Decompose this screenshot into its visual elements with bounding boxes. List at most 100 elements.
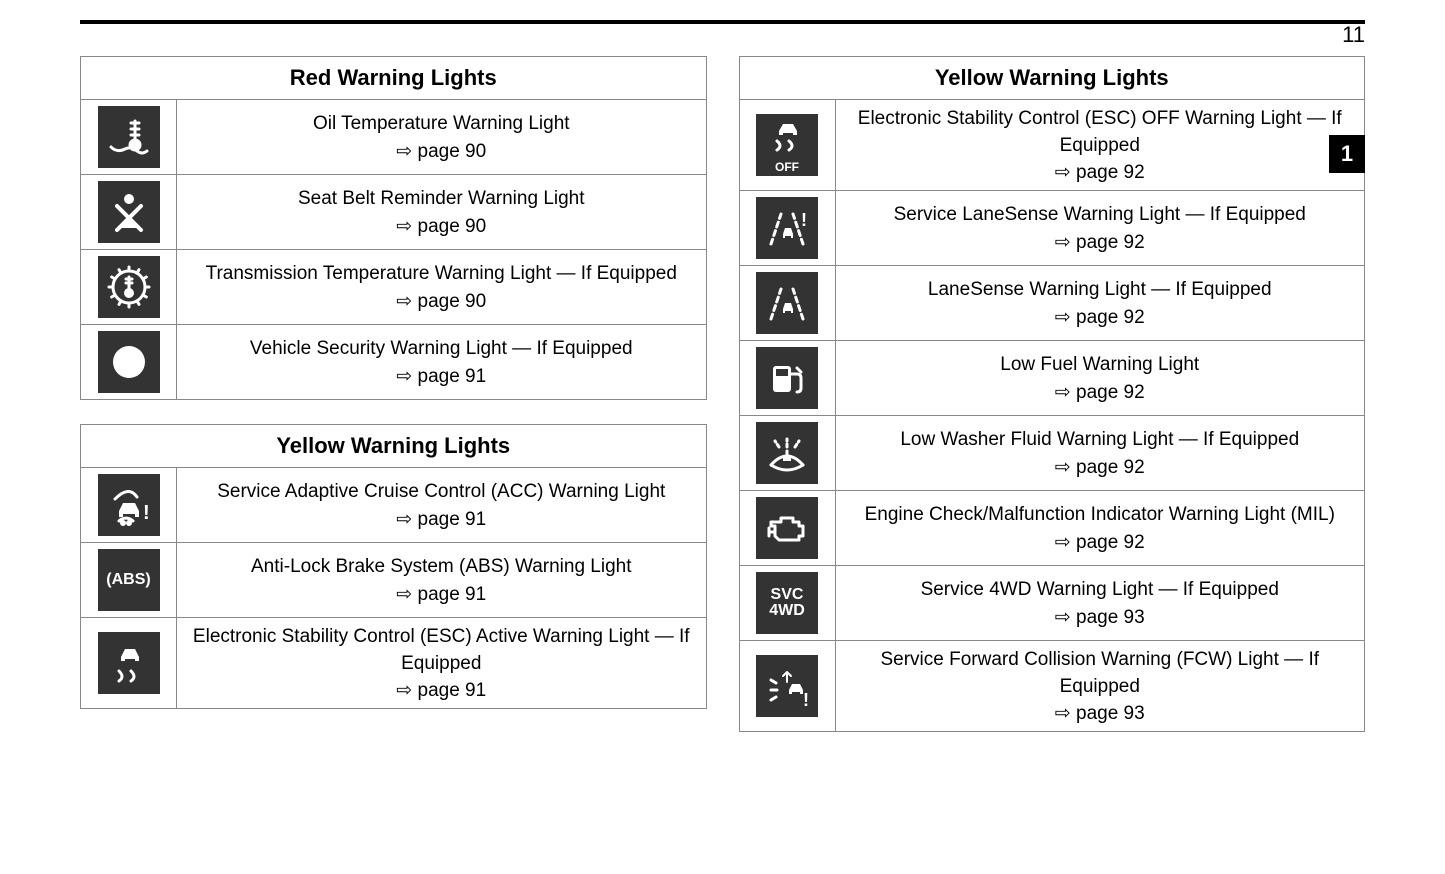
chapter-tab: 1: [1329, 135, 1365, 173]
icon-cell: [739, 266, 835, 341]
esc-active-icon: [98, 632, 160, 694]
svc-4wd-icon: SVC 4WD: [756, 572, 818, 634]
page-reference: page 93: [846, 606, 1355, 629]
page-reference: page 91: [187, 679, 696, 702]
svc-4wd-icon-label: SVC 4WD: [769, 587, 805, 619]
icon-cell: [81, 325, 177, 400]
left-column: Red Warning LightsOil Temperature Warnin…: [80, 56, 707, 732]
description-cell: Anti-Lock Brake System (ABS) Warning Lig…: [177, 543, 707, 618]
table-row: SVC 4WD Service 4WD Warning Light — If Eq…: [739, 566, 1365, 641]
page-reference: page 92: [846, 531, 1355, 554]
warning-description: Oil Temperature Warning Light: [187, 111, 696, 138]
page-reference: page 90: [187, 290, 696, 313]
icon-cell: [739, 341, 835, 416]
svg-text:!: !: [801, 210, 807, 230]
oil-temp-icon: [98, 106, 160, 168]
warning-description: Transmission Temperature Warning Light —…: [187, 261, 696, 288]
page-top-rule: [80, 20, 1365, 24]
seat-belt-icon: [98, 181, 160, 243]
warning-description: Service Forward Collision Warning (FCW) …: [846, 647, 1355, 700]
description-cell: Transmission Temperature Warning Light —…: [177, 250, 707, 325]
security-icon: [98, 331, 160, 393]
acc-service-icon: !: [98, 474, 160, 536]
warning-description: LaneSense Warning Light — If Equipped: [846, 277, 1355, 304]
icon-cell: [81, 175, 177, 250]
warning-description: Anti-Lock Brake System (ABS) Warning Lig…: [187, 554, 696, 581]
red-header: Red Warning Lights: [81, 57, 707, 100]
table-row: ! Service Forward Collision Warning (FCW)…: [739, 641, 1365, 732]
table-row: ! Service Adaptive Cruise Control (ACC) W…: [81, 468, 707, 543]
warning-description: Electronic Stability Control (ESC) Activ…: [187, 624, 696, 677]
page-reference: page 91: [187, 365, 696, 388]
table-row: Vehicle Security Warning Light — If Equi…: [81, 325, 707, 400]
svg-text:!: !: [143, 502, 150, 524]
right-column: Yellow Warning Lights OFF Electronic Stabi…: [739, 56, 1366, 732]
icon-cell: [81, 618, 177, 709]
page-reference: page 92: [846, 456, 1355, 479]
abs-icon-label: (ABS): [106, 572, 150, 588]
icon-cell: !: [81, 468, 177, 543]
warning-description: Service 4WD Warning Light — If Equipped: [846, 577, 1355, 604]
page-reference: page 92: [846, 231, 1355, 254]
description-cell: Vehicle Security Warning Light — If Equi…: [177, 325, 707, 400]
page-reference: page 91: [187, 508, 696, 531]
table-row: Low Fuel Warning Lightpage 92: [739, 341, 1365, 416]
page-reference: page 91: [187, 583, 696, 606]
table-row: Seat Belt Reminder Warning Lightpage 90: [81, 175, 707, 250]
description-cell: Service 4WD Warning Light — If Equippedp…: [835, 566, 1365, 641]
lanesense-icon: [756, 272, 818, 334]
icon-cell: OFF: [739, 100, 835, 191]
check-engine-icon: [756, 497, 818, 559]
page-content: Red Warning LightsOil Temperature Warnin…: [80, 56, 1365, 732]
table-row: Oil Temperature Warning Lightpage 90: [81, 100, 707, 175]
table-row: Transmission Temperature Warning Light —…: [81, 250, 707, 325]
icon-cell: [81, 250, 177, 325]
description-cell: Oil Temperature Warning Lightpage 90: [177, 100, 707, 175]
description-cell: Low Fuel Warning Lightpage 92: [835, 341, 1365, 416]
washer-fluid-icon: [756, 422, 818, 484]
description-cell: Service LaneSense Warning Light — If Equ…: [835, 191, 1365, 266]
fcw-service-icon: !: [756, 655, 818, 717]
icon-cell: [739, 491, 835, 566]
description-cell: Engine Check/Malfunction Indicator Warni…: [835, 491, 1365, 566]
abs-icon: (ABS): [98, 549, 160, 611]
page-reference: page 90: [187, 215, 696, 238]
table-row: Low Washer Fluid Warning Light — If Equi…: [739, 416, 1365, 491]
table-row: Electronic Stability Control (ESC) Activ…: [81, 618, 707, 709]
warning-description: Seat Belt Reminder Warning Light: [187, 186, 696, 213]
icon-cell: (ABS): [81, 543, 177, 618]
description-cell: Service Adaptive Cruise Control (ACC) Wa…: [177, 468, 707, 543]
description-cell: Service Forward Collision Warning (FCW) …: [835, 641, 1365, 732]
page-number: 11: [1342, 22, 1365, 48]
page-reference: page 92: [846, 381, 1355, 404]
page-reference: page 93: [846, 702, 1355, 725]
table-row: Engine Check/Malfunction Indicator Warni…: [739, 491, 1365, 566]
table-row: LaneSense Warning Light — If Equippedpag…: [739, 266, 1365, 341]
yellow-warning-table-right: Yellow Warning Lights OFF Electronic Stabi…: [739, 56, 1366, 732]
esc-off-icon-sublabel: OFF: [775, 161, 799, 173]
warning-description: Vehicle Security Warning Light — If Equi…: [187, 336, 696, 363]
description-cell: LaneSense Warning Light — If Equippedpag…: [835, 266, 1365, 341]
table-row: OFF Electronic Stability Control (ESC) OF…: [739, 100, 1365, 191]
icon-cell: !: [739, 191, 835, 266]
icon-cell: SVC 4WD: [739, 566, 835, 641]
red-warning-table: Red Warning LightsOil Temperature Warnin…: [80, 56, 707, 400]
description-cell: Electronic Stability Control (ESC) Activ…: [177, 618, 707, 709]
description-cell: Seat Belt Reminder Warning Lightpage 90: [177, 175, 707, 250]
yellow-warning-table-left: Yellow Warning Lights! Service Adaptive C…: [80, 424, 707, 709]
table-row: (ABS) Anti-Lock Brake System (ABS) Warnin…: [81, 543, 707, 618]
yellow_left-header: Yellow Warning Lights: [81, 425, 707, 468]
lanesense-service-icon: !: [756, 197, 818, 259]
trans-temp-icon: [98, 256, 160, 318]
icon-cell: [739, 416, 835, 491]
icon-cell: [81, 100, 177, 175]
yellow_right-header: Yellow Warning Lights: [739, 57, 1365, 100]
page-reference: page 92: [846, 161, 1355, 184]
description-cell: Electronic Stability Control (ESC) OFF W…: [835, 100, 1365, 191]
icon-cell: !: [739, 641, 835, 732]
low-fuel-icon: [756, 347, 818, 409]
page-reference: page 92: [846, 306, 1355, 329]
warning-description: Electronic Stability Control (ESC) OFF W…: [846, 106, 1355, 159]
warning-description: Low Fuel Warning Light: [846, 352, 1355, 379]
warning-description: Service Adaptive Cruise Control (ACC) Wa…: [187, 479, 696, 506]
